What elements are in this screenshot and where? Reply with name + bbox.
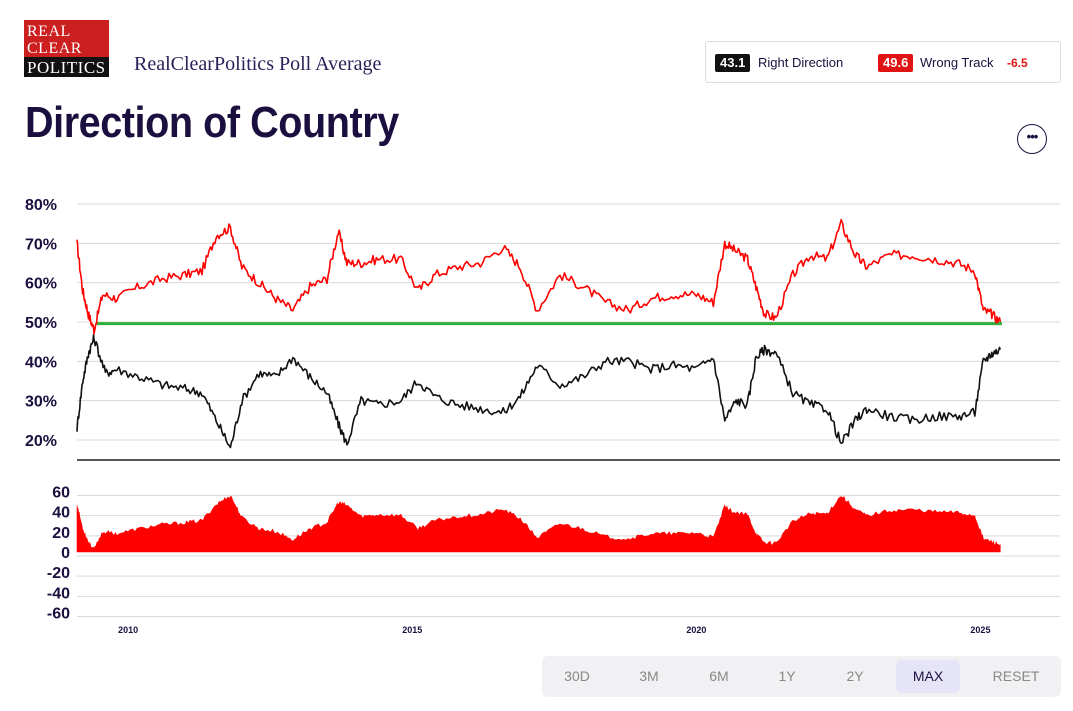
logo-line-1: REAL bbox=[27, 23, 71, 40]
spread-area bbox=[76, 496, 1001, 553]
spread-y-tick-label: 40 bbox=[52, 505, 70, 522]
right-direction-value: 43.1 bbox=[715, 54, 751, 72]
main-y-tick-label: 60% bbox=[25, 276, 57, 293]
main-y-tick-label: 80% bbox=[25, 197, 57, 214]
main-y-tick-label: 20% bbox=[25, 433, 57, 450]
logo-dark-band bbox=[24, 57, 109, 77]
range-6m-button[interactable]: 6M bbox=[709, 668, 729, 684]
x-tick-label: 2015 bbox=[402, 625, 422, 635]
wrong-track-value: 49.6 bbox=[878, 54, 914, 72]
right-direction-label: Right Direction bbox=[758, 55, 844, 70]
x-tick-label: 2010 bbox=[118, 625, 138, 635]
range-30d-button[interactable]: 30D bbox=[564, 668, 590, 684]
more-options-button[interactable]: ••• bbox=[1017, 124, 1047, 154]
main-y-tick-label: 30% bbox=[25, 394, 57, 411]
main-y-tick-label: 50% bbox=[25, 315, 57, 332]
logo-line-2: CLEAR bbox=[27, 40, 82, 57]
spread-y-tick-label: -40 bbox=[47, 585, 70, 602]
range-max-button[interactable]: MAX bbox=[896, 660, 960, 693]
spread-y-tick-label: 0 bbox=[61, 545, 70, 562]
spread-y-tick-label: -20 bbox=[47, 565, 70, 582]
spread-y-tick-label: 60 bbox=[52, 485, 70, 502]
wrong-track-line bbox=[76, 218, 1002, 335]
right-direction-line bbox=[76, 334, 1002, 449]
x-tick-label: 2020 bbox=[686, 625, 706, 635]
main-y-tick-label: 70% bbox=[25, 236, 57, 253]
wrong-track-label: Wrong Track bbox=[920, 55, 994, 70]
logo-line-3: POLITICS bbox=[27, 58, 106, 77]
range-selector: 30D 3M 6M 1Y 2Y MAX RESET bbox=[542, 656, 1061, 697]
main-y-tick-label: 40% bbox=[25, 354, 57, 371]
page-title: Direction of Country bbox=[25, 98, 399, 147]
brand-text: RealClearPolitics Poll Average bbox=[134, 53, 382, 75]
range-3m-button[interactable]: 3M bbox=[639, 668, 659, 684]
spread-y-tick-label: 20 bbox=[52, 525, 70, 542]
range-2y-button[interactable]: 2Y bbox=[846, 668, 864, 684]
spread-value: -6.5 bbox=[1007, 56, 1028, 70]
range-1y-button[interactable]: 1Y bbox=[778, 668, 796, 684]
legend-box: 43.1 Right Direction 49.6 Wrong Track -6… bbox=[705, 41, 1061, 83]
rcp-logo[interactable]: REAL CLEAR POLITICS bbox=[24, 20, 109, 77]
x-tick-label: 2025 bbox=[970, 625, 990, 635]
reset-button[interactable]: RESET bbox=[992, 668, 1040, 684]
spread-y-tick-label: -60 bbox=[47, 606, 70, 623]
